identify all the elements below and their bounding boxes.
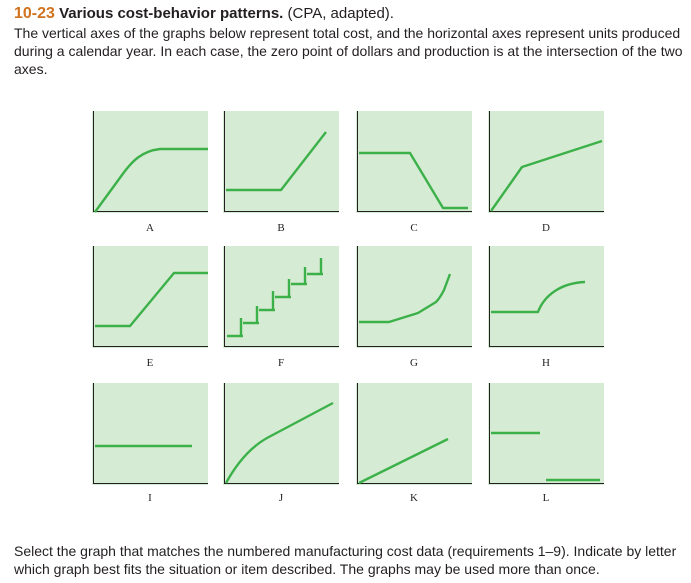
graph-l-label: L	[542, 492, 550, 504]
graph-c-label: C	[410, 222, 418, 234]
graph-g	[356, 246, 472, 348]
graph-a-plot	[92, 111, 208, 213]
graph-i	[92, 383, 208, 485]
graph-l	[488, 383, 604, 485]
graph-f-plot	[223, 246, 339, 348]
graph-h	[488, 246, 604, 348]
graph-k-label: K	[410, 492, 418, 504]
problem-title-line: 10-23 Various cost-behavior patterns. (C…	[14, 4, 684, 23]
graph-j-plot	[223, 383, 339, 485]
graph-k	[356, 383, 472, 485]
graph-h-plot	[488, 246, 604, 348]
problem-source: (CPA, adapted).	[287, 5, 394, 22]
graph-g-label: G	[410, 357, 418, 369]
graph-b-label: B	[277, 222, 285, 234]
graph-f	[223, 246, 339, 348]
graph-g-plot	[356, 246, 472, 348]
problem-title: Various cost-behavior patterns.	[59, 5, 284, 22]
graph-c	[356, 111, 472, 213]
graph-f-label: F	[277, 357, 285, 369]
graph-j	[223, 383, 339, 485]
graph-e-plot	[92, 246, 208, 348]
graph-d-plot	[488, 111, 604, 213]
graph-b-plot	[223, 111, 339, 213]
graph-e-label: E	[146, 357, 154, 369]
graph-a	[92, 111, 208, 213]
graph-h-label: H	[542, 357, 550, 369]
graph-d-label: D	[542, 222, 550, 234]
graph-k-plot	[356, 383, 472, 485]
graph-c-plot	[356, 111, 472, 213]
graph-j-label: J	[278, 492, 284, 504]
graph-i-plot	[92, 383, 208, 485]
graph-b	[223, 111, 339, 213]
problem-number: 10-23	[14, 5, 55, 22]
instructions-text: Select the graph that matches the number…	[14, 543, 677, 577]
problem-intro: The vertical axes of the graphs below re…	[14, 25, 683, 77]
graph-i-label: I	[148, 492, 152, 504]
graph-e	[92, 246, 208, 348]
graph-d	[488, 111, 604, 213]
graph-l-plot	[488, 383, 604, 485]
problem-header: 10-23 Various cost-behavior patterns. (C…	[14, 4, 684, 78]
graph-a-label: A	[146, 222, 154, 234]
